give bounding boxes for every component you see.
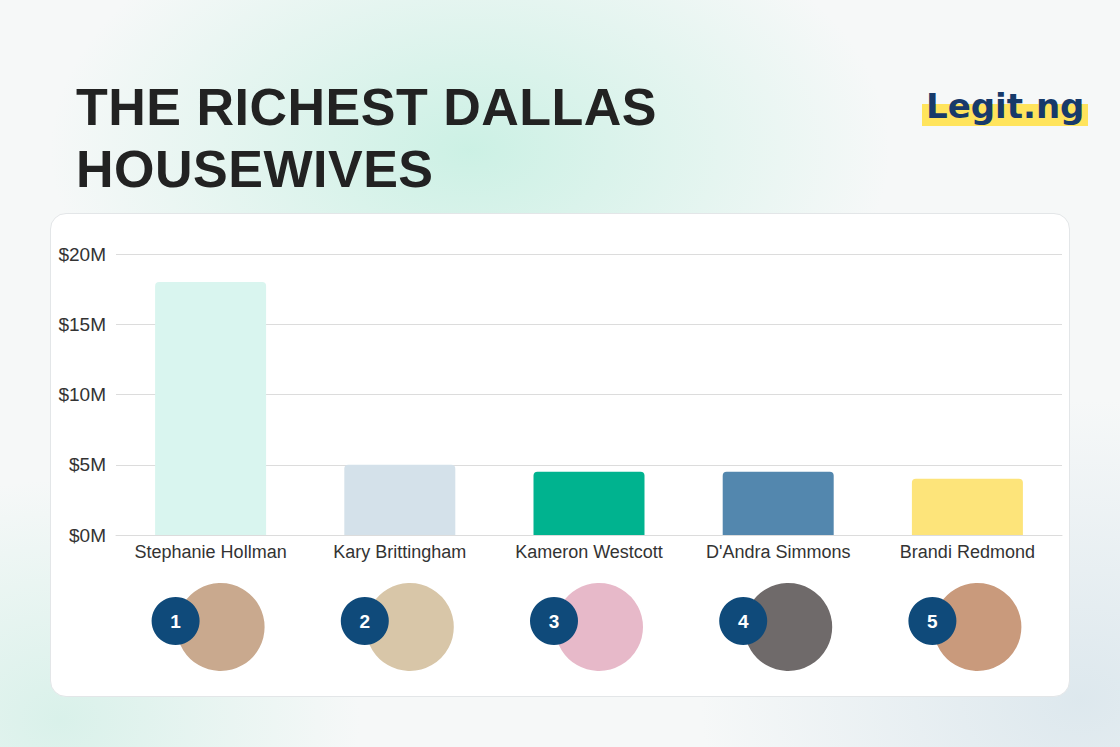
svg-text:$5M: $5M [69, 454, 106, 475]
svg-text:3: 3 [549, 611, 560, 632]
svg-text:$0M: $0M [69, 525, 106, 546]
svg-text:$10M: $10M [58, 384, 106, 405]
svg-text:D'Andra Simmons: D'Andra Simmons [706, 542, 850, 562]
svg-text:$15M: $15M [58, 314, 106, 335]
svg-text:$20M: $20M [58, 244, 106, 265]
svg-text:Stephanie Hollman: Stephanie Hollman [135, 542, 287, 562]
html-text:Legit.ng: Legit.ng [926, 86, 1085, 126]
svg-text:Brandi Redmond: Brandi Redmond [900, 542, 1035, 562]
html-text:THE RICHEST DALLAS HOUSEWIVES: THE RICHEST DALLAS HOUSEWIVES [76, 78, 657, 198]
svg-text:5: 5 [927, 611, 938, 632]
svg-text:4: 4 [738, 611, 749, 632]
svg-text:Kary Brittingham: Kary Brittingham [333, 542, 466, 562]
svg-text:Kameron Westcott: Kameron Westcott [515, 542, 663, 562]
svg-text:2: 2 [360, 611, 371, 632]
svg-text:1: 1 [170, 611, 181, 632]
